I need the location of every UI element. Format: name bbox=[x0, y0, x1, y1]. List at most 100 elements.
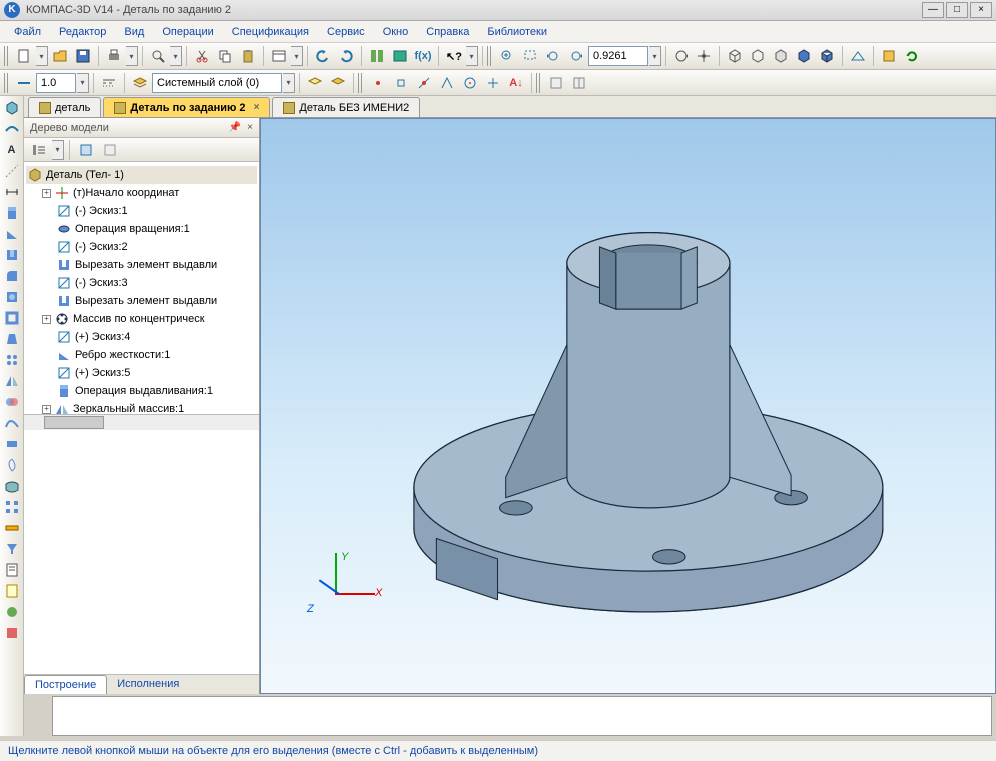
zoom-window-button[interactable] bbox=[519, 45, 541, 67]
copy-button[interactable] bbox=[214, 45, 236, 67]
layer-mgr-button[interactable] bbox=[304, 72, 326, 94]
panel-close-icon[interactable]: × bbox=[247, 122, 253, 133]
snap3-button[interactable] bbox=[413, 72, 435, 94]
snap7-button[interactable]: A↓ bbox=[505, 72, 527, 94]
palette-design-icon[interactable] bbox=[2, 623, 22, 643]
line-style-button[interactable] bbox=[13, 72, 35, 94]
shaded-button[interactable] bbox=[793, 45, 815, 67]
zoom-input[interactable] bbox=[588, 46, 648, 66]
palette-elem-icon[interactable] bbox=[2, 602, 22, 622]
tree-node[interactable]: (+) Эскиз:4 bbox=[26, 328, 257, 346]
new-button[interactable] bbox=[13, 45, 35, 67]
variables-button[interactable]: f(x) bbox=[412, 45, 434, 67]
close-button[interactable]: × bbox=[970, 2, 992, 18]
toolbar-grip-3[interactable] bbox=[4, 73, 10, 93]
toolbar-grip-4[interactable] bbox=[358, 73, 364, 93]
tab-close-icon[interactable]: × bbox=[254, 102, 260, 113]
tree-node[interactable]: +Массив по концентрическ bbox=[26, 310, 257, 328]
preview-button[interactable] bbox=[147, 45, 169, 67]
help-dropdown[interactable]: ▾ bbox=[466, 46, 478, 66]
view1-button[interactable] bbox=[545, 72, 567, 94]
view2-button[interactable] bbox=[568, 72, 590, 94]
palette-aux-icon[interactable] bbox=[2, 161, 22, 181]
new-dropdown[interactable]: ▾ bbox=[36, 46, 48, 66]
palette-filter-icon[interactable] bbox=[2, 539, 22, 559]
tree-node[interactable]: (-) Эскиз:3 bbox=[26, 274, 257, 292]
tree-tb3-button[interactable] bbox=[99, 139, 121, 161]
redo-button[interactable] bbox=[335, 45, 357, 67]
library-button[interactable] bbox=[389, 45, 411, 67]
doc-tab-2[interactable]: Деталь по заданию 2 × bbox=[103, 97, 270, 117]
snap2-button[interactable] bbox=[390, 72, 412, 94]
menu-spec[interactable]: Спецификация bbox=[224, 23, 317, 41]
zoom-in-button[interactable] bbox=[496, 45, 518, 67]
expand-icon[interactable]: + bbox=[42, 189, 51, 198]
palette-round-icon[interactable] bbox=[2, 266, 22, 286]
palette-draft-icon[interactable] bbox=[2, 329, 22, 349]
tree-hscroll[interactable] bbox=[24, 414, 259, 430]
tree-node[interactable]: Вырезать элемент выдавли bbox=[26, 256, 257, 274]
rebuild-button[interactable] bbox=[901, 45, 923, 67]
toolbar-grip[interactable] bbox=[4, 46, 10, 66]
palette-report-icon[interactable] bbox=[2, 581, 22, 601]
tree-node[interactable]: +(т)Начало координат bbox=[26, 184, 257, 202]
tree-tb1-button[interactable] bbox=[28, 139, 50, 161]
layer-dropdown[interactable]: ▾ bbox=[283, 73, 295, 93]
tree-node[interactable]: Операция вращения:1 bbox=[26, 220, 257, 238]
print-dropdown[interactable]: ▾ bbox=[126, 46, 138, 66]
undo-button[interactable] bbox=[312, 45, 334, 67]
snap5-button[interactable] bbox=[459, 72, 481, 94]
scroll-thumb[interactable] bbox=[44, 416, 104, 429]
menu-libraries[interactable]: Библиотеки bbox=[479, 23, 555, 41]
menu-help[interactable]: Справка bbox=[418, 23, 477, 41]
palette-spec-icon[interactable] bbox=[2, 560, 22, 580]
save-button[interactable] bbox=[72, 45, 94, 67]
line-width-input[interactable] bbox=[36, 73, 76, 93]
palette-mirror-icon[interactable] bbox=[2, 371, 22, 391]
palette-surface-icon[interactable] bbox=[2, 119, 22, 139]
palette-shell-icon[interactable] bbox=[2, 308, 22, 328]
snap6-button[interactable] bbox=[482, 72, 504, 94]
tree-root[interactable]: Деталь (Тел- 1) bbox=[26, 166, 257, 184]
shaded-edges-button[interactable] bbox=[816, 45, 838, 67]
menu-window[interactable]: Окно bbox=[375, 23, 417, 41]
rotate-button[interactable] bbox=[670, 45, 692, 67]
3d-viewport[interactable]: Y X Z bbox=[260, 118, 996, 694]
palette-extrude-icon[interactable] bbox=[2, 203, 22, 223]
tree-tab-build[interactable]: Построение bbox=[24, 675, 107, 694]
palette-bool-icon[interactable] bbox=[2, 392, 22, 412]
paste-button[interactable] bbox=[237, 45, 259, 67]
wireframe-button[interactable] bbox=[724, 45, 746, 67]
palette-hole-icon[interactable] bbox=[2, 287, 22, 307]
palette-cut-icon[interactable] bbox=[2, 245, 22, 265]
palette-edit-icon[interactable] bbox=[2, 98, 22, 118]
tree-node[interactable]: (-) Эскиз:1 bbox=[26, 202, 257, 220]
tree-tb1-dropdown[interactable]: ▾ bbox=[52, 140, 64, 160]
menu-operations[interactable]: Операции bbox=[154, 23, 221, 41]
print-button[interactable] bbox=[103, 45, 125, 67]
expand-icon[interactable]: + bbox=[42, 315, 51, 324]
properties-dropdown[interactable]: ▾ bbox=[291, 46, 303, 66]
palette-sheet-icon[interactable] bbox=[2, 434, 22, 454]
pan-button[interactable] bbox=[693, 45, 715, 67]
help-cursor-button[interactable]: ↖? bbox=[443, 45, 465, 67]
palette-dim-icon[interactable] bbox=[2, 182, 22, 202]
layer-icon[interactable] bbox=[129, 72, 151, 94]
maximize-button[interactable]: □ bbox=[946, 2, 968, 18]
hidden-button[interactable] bbox=[747, 45, 769, 67]
palette-measure-icon[interactable] bbox=[2, 518, 22, 538]
zoom-next-button[interactable] bbox=[565, 45, 587, 67]
line-width-dropdown[interactable]: ▾ bbox=[77, 73, 89, 93]
simplify-button[interactable] bbox=[878, 45, 900, 67]
preview-dropdown[interactable]: ▾ bbox=[170, 46, 182, 66]
layer-select[interactable] bbox=[152, 73, 282, 93]
properties-button[interactable] bbox=[268, 45, 290, 67]
snap4-button[interactable] bbox=[436, 72, 458, 94]
line-type-button[interactable] bbox=[98, 72, 120, 94]
tree-tab-exec[interactable]: Исполнения bbox=[107, 675, 189, 694]
zoom-dropdown[interactable]: ▾ bbox=[649, 46, 661, 66]
palette-pattern-icon[interactable] bbox=[2, 350, 22, 370]
doc-tab-1[interactable]: деталь bbox=[28, 97, 101, 117]
cut-button[interactable] bbox=[191, 45, 213, 67]
layer-vis-button[interactable] bbox=[327, 72, 349, 94]
